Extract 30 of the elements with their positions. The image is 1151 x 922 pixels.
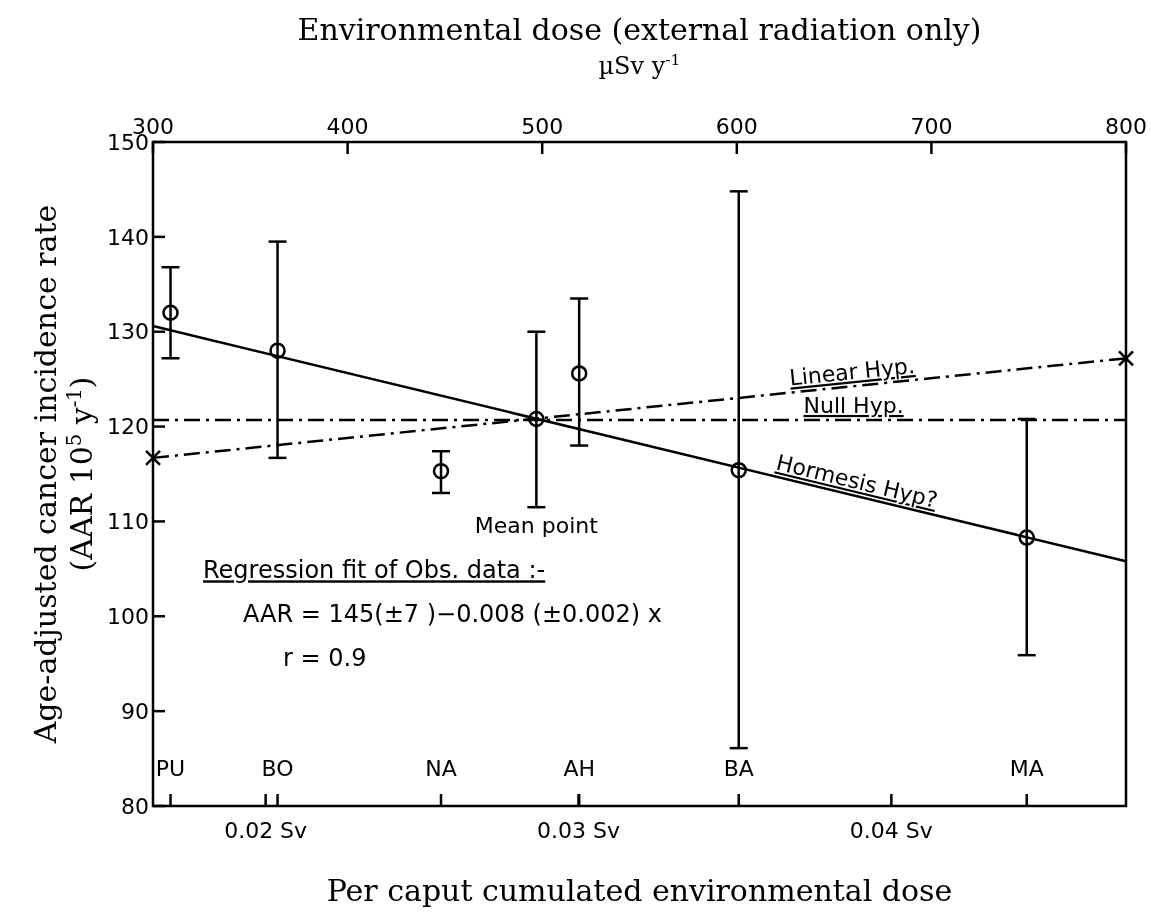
text: Linear Hyp.: [788, 352, 916, 391]
annotation: AAR = 145(±7 )−0.008 (±0.002) x: [243, 600, 662, 629]
y-tick-label: 120: [107, 414, 149, 440]
annotation: BA: [723, 756, 754, 781]
x-tick-label: 500: [521, 114, 564, 139]
annotation: r = 0.9: [283, 644, 367, 673]
annotation: Mean point: [474, 513, 599, 539]
annotation: AH: [563, 756, 595, 781]
y-tick-label: 140: [107, 224, 149, 250]
y-tick-label: 100: [107, 603, 149, 629]
x-axis-title: µSv y$^{-1}$: [598, 51, 681, 80]
annotation: BO: [261, 756, 294, 781]
x2-axis-title: Per caput cumulated environmental dose: [326, 873, 953, 908]
x-tick-label: 400: [326, 114, 369, 139]
annotation: NA: [425, 756, 457, 781]
x2-tick-label: 0.02 Sv: [224, 818, 308, 843]
annotation: Regression fit of Obs. data :-: [203, 556, 546, 585]
series-label: Null Hyp.: [803, 392, 904, 418]
y-tick-label: 80: [121, 793, 149, 819]
y-tick-label: 130: [107, 319, 149, 345]
chart-title: Environmental dose (external radiation only): [297, 12, 982, 47]
x2-tick-label: 0.03 Sv: [537, 818, 620, 843]
x-tick-label: 600: [715, 114, 758, 139]
x-tick-label: 800: [1105, 114, 1147, 139]
x-tick-label: 700: [910, 114, 953, 139]
y-tick-label: 110: [107, 509, 149, 535]
y-tick-label: 90: [121, 698, 149, 724]
annotation: PU: [155, 756, 186, 781]
x2-tick-label: 0.04 Sv: [849, 818, 933, 843]
annotation: MA: [1009, 756, 1044, 781]
